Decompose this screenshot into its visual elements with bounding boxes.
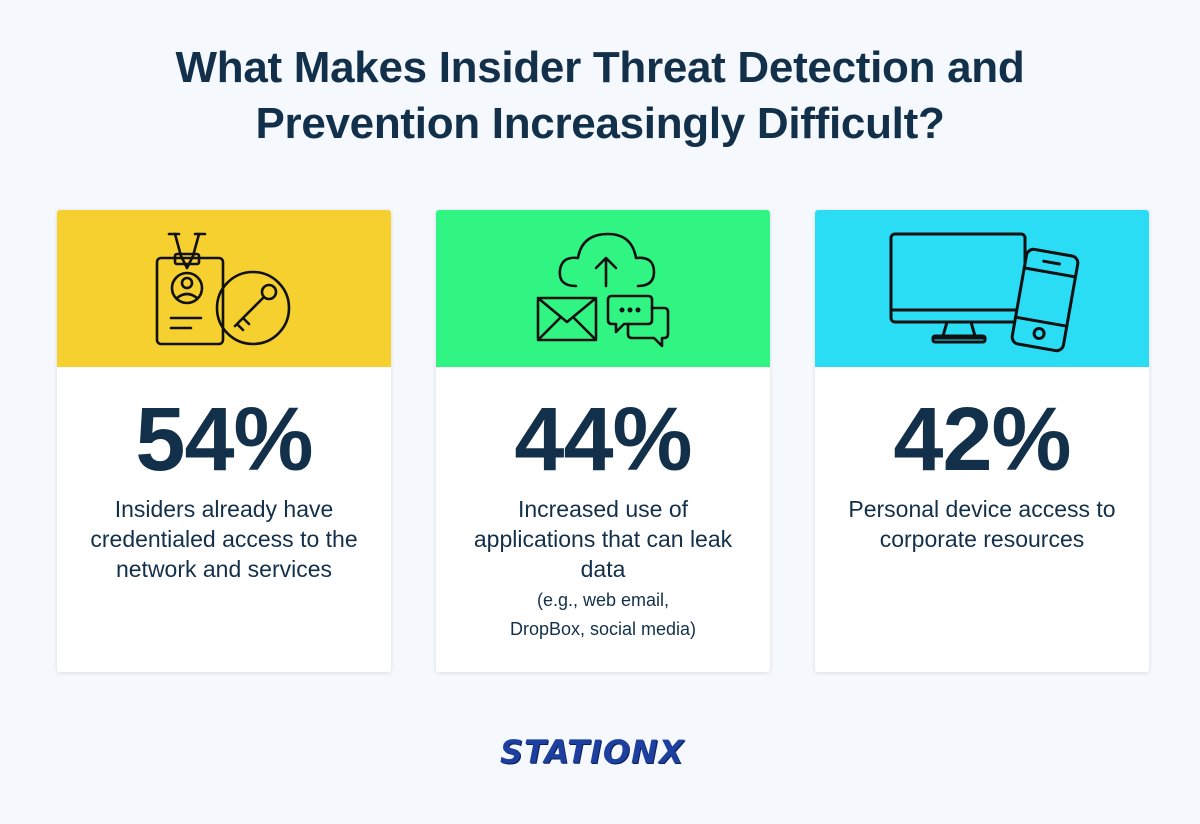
stat-cards: 54% Insiders already have credentialed a…	[57, 210, 1149, 672]
stat-value: 54%	[135, 390, 313, 490]
stat-note-line: (e.g., web email,	[536, 590, 670, 610]
stat-description: Insiders already have credentialed acces…	[90, 496, 358, 582]
title-line-2: Prevention Increasingly Difficult?	[255, 99, 945, 148]
page-title: What Makes Insider Threat Detection and …	[0, 40, 1200, 152]
stat-description: Personal device access to corporate reso…	[848, 496, 1116, 552]
stat-card-credentials: 54% Insiders already have credentialed a…	[57, 210, 391, 672]
stat-description: Increased use of applications that can l…	[473, 496, 733, 582]
card-header-band	[57, 210, 391, 367]
stat-value: 44%	[514, 390, 692, 490]
title-line-1: What Makes Insider Threat Detection and	[175, 43, 1025, 92]
card-header-band	[815, 210, 1149, 367]
stationx-logo: STATIONX	[500, 730, 710, 774]
monitor-phone-icon	[889, 232, 1080, 353]
stat-note: (e.g., web email, DropBox, social media)	[456, 586, 750, 644]
cloud-upload-mail-chat-icon	[536, 232, 670, 348]
stat-card-applications: 44% Increased use of applications that c…	[436, 210, 770, 672]
logo-text: STATIONX	[500, 733, 685, 771]
stat-note-line: DropBox, social media)	[509, 619, 697, 639]
id-badge-key-icon	[155, 232, 291, 346]
stat-card-personal-device: 42% Personal device access to corporate …	[815, 210, 1149, 672]
stat-value: 42%	[893, 390, 1071, 490]
card-header-band	[436, 210, 770, 367]
